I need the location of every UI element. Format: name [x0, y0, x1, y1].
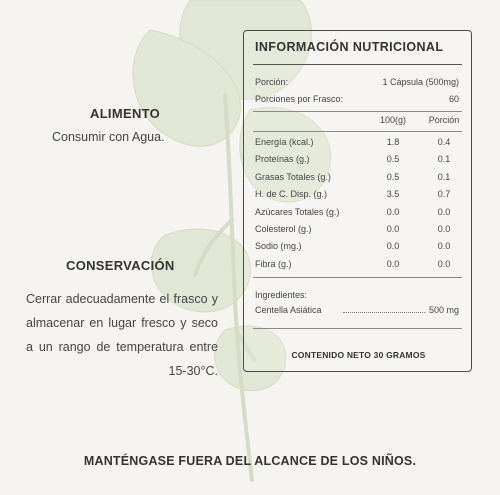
alimento-text: Consumir con Agua. [52, 130, 165, 144]
nutrient-row: Energía (kcal.) 1.8 0.4 [255, 137, 461, 149]
conservacion-text: Cerrar adecuadamente el frasco y almacen… [26, 292, 218, 378]
nutrition-panel: INFORMACIÓN NUTRICIONAL Porción: 1 Cápsu… [243, 30, 472, 372]
nutrient-value-100g: 0.0 [386, 258, 400, 269]
nutrient-row: Grasas Totales (g.) 0.5 0.1 [255, 172, 461, 184]
nutrient-value-100g: 1.8 [386, 137, 400, 147]
nutrient-value-porcion: 0.1 [437, 154, 451, 165]
nutrient-row: Proteínas (g.) 0.5 0.1 [255, 154, 461, 166]
nutrient-row: Azúcares Totales (g.) 0.0 0.0 [255, 207, 461, 219]
porcion-label: Porción: [255, 77, 289, 87]
nutrient-label: Azúcares Totales (g.) [255, 206, 340, 217]
nutrient-value-porcion: 0.4 [437, 137, 451, 147]
col-100g-header: 100(g) [379, 115, 406, 125]
column-header-row: 100(g) Porción [255, 115, 461, 127]
ingrediente-row: Centella Asiática 500 mg [255, 305, 461, 317]
nutrient-value-porcion: 0.0 [437, 206, 451, 217]
porcion-row: Porción: 1 Cápsula (500mg) [255, 77, 461, 89]
divider [253, 64, 462, 65]
nutrient-value-100g: 0.5 [386, 171, 400, 182]
divider [253, 277, 462, 278]
col-porcion-header: Porción [428, 115, 460, 125]
nutrition-title: INFORMACIÓN NUTRICIONAL [255, 40, 444, 54]
nutrient-label: Sodio (mg.) [255, 241, 302, 252]
ingredientes-row: Ingredientes: [255, 290, 461, 302]
porciones-label: Porciones por Frasco: [255, 94, 344, 104]
nutrient-row: Colesterol (g.) 0.0 0.0 [255, 224, 461, 236]
nutrient-row: H. de C. Disp. (g.) 3.5 0.7 [255, 189, 461, 201]
ingrediente-name: Centella Asiática [255, 305, 322, 315]
nutrient-label: Energía (kcal.) [255, 137, 314, 147]
nutrient-label: Proteínas (g.) [255, 154, 310, 165]
divider [253, 328, 462, 329]
conservacion-title: CONSERVACIÓN [66, 258, 175, 273]
nutrient-label: Grasas Totales (g.) [255, 171, 331, 182]
divider [253, 111, 462, 112]
nutrient-label: Colesterol (g.) [255, 224, 312, 234]
porciones-value: 60 [448, 94, 459, 104]
nutrient-value-porcion: 0.7 [437, 189, 451, 200]
porciones-row: Porciones por Frasco: 60 [255, 94, 461, 106]
nutrient-label: H. de C. Disp. (g.) [255, 189, 328, 200]
warning-footer: MANTÉNGASE FUERA DEL ALCANCE DE LOS NIÑO… [83, 454, 417, 468]
nutrient-value-porcion: 0.0 [437, 258, 451, 269]
alimento-title: ALIMENTO [90, 106, 161, 121]
nutrient-label: Fibra (g.) [255, 258, 292, 269]
nutrient-value-100g: 0.5 [386, 154, 400, 165]
nutrient-value-porcion: 0.0 [437, 241, 451, 252]
nutrient-value-porcion: 0.1 [437, 171, 451, 182]
porcion-value: 1 Cápsula (500mg) [382, 77, 459, 87]
divider [253, 131, 462, 132]
contenido-neto: CONTENIDO NETO 30 GRAMOS [291, 350, 426, 360]
nutrient-value-100g: 0.0 [386, 241, 400, 252]
nutrient-row: Fibra (g.) 0.0 0.0 [255, 259, 461, 271]
nutrient-row: Sodio (mg.) 0.0 0.0 [255, 241, 461, 253]
nutrient-value-100g: 0.0 [386, 206, 400, 217]
ingrediente-value: 500 mg [428, 305, 459, 315]
dotted-leader [343, 312, 425, 313]
ingredientes-label: Ingredientes: [255, 290, 308, 300]
nutrient-value-100g: 3.5 [386, 189, 400, 200]
nutrient-value-100g: 0.0 [386, 224, 400, 234]
nutrient-value-porcion: 0.0 [437, 224, 451, 234]
